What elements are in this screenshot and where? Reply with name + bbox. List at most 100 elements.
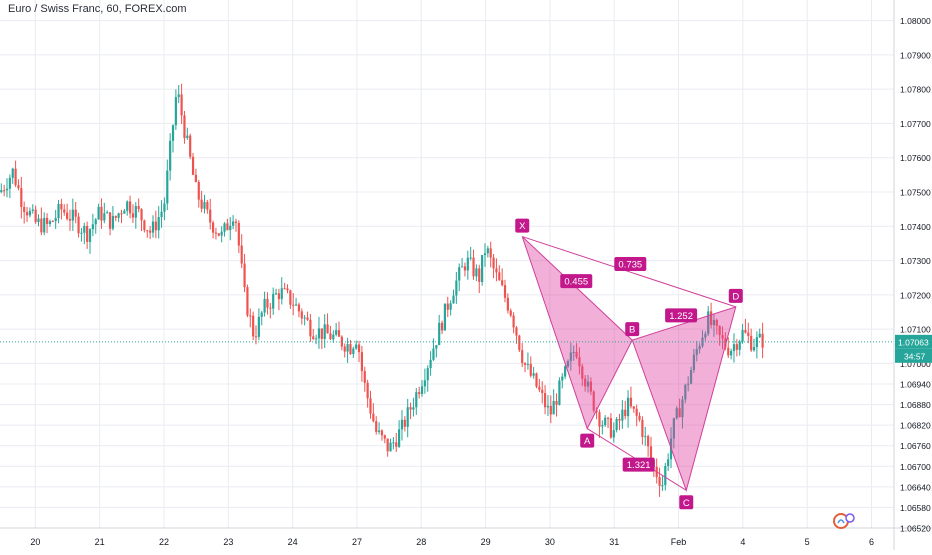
candle-body [598, 412, 601, 427]
candle-body [103, 213, 106, 221]
candle-body [297, 304, 301, 312]
ratio-value: 0.735 [618, 260, 642, 271]
candle-body [8, 177, 11, 189]
candle-body [689, 370, 693, 384]
current-price-value: 1.07063 [898, 337, 929, 347]
candle-body [615, 418, 618, 431]
y-tick-label: 1.07900 [900, 50, 931, 60]
candle-body [246, 287, 249, 316]
candle-body [589, 381, 592, 392]
candle-body [638, 415, 641, 420]
candle-body [88, 229, 92, 242]
x-tick-label: 6 [869, 537, 874, 547]
candle-body [200, 199, 203, 209]
candle-body [609, 418, 613, 438]
candle-body [644, 436, 647, 438]
candle-body [377, 430, 381, 432]
candle-body [131, 213, 135, 218]
candle-body [243, 263, 246, 288]
candle-body [695, 349, 698, 355]
candle-body [352, 348, 355, 354]
candle-body [398, 429, 401, 447]
candle-body [28, 210, 32, 216]
candle-body [274, 293, 278, 295]
candle-body [43, 217, 46, 233]
candle-body [440, 322, 444, 331]
candle-body [492, 257, 495, 269]
candle-body [586, 381, 590, 387]
candle-body [355, 344, 358, 349]
candle-body [203, 202, 206, 209]
y-tick-label: 1.06640 [900, 482, 931, 492]
candle-body [555, 400, 558, 405]
y-tick-label: 1.07300 [900, 256, 931, 266]
candle-body [63, 209, 66, 213]
ratio-label: 1.321 [622, 457, 655, 472]
y-tick-label: 1.07700 [900, 119, 931, 129]
candle-body [438, 322, 441, 346]
candle-body [426, 368, 429, 381]
candle-body [166, 170, 169, 204]
y-tick-label: 1.07400 [900, 222, 931, 232]
candle-body [323, 324, 326, 339]
candle-body [518, 335, 521, 351]
x-tick-label: 31 [609, 537, 619, 547]
xab-triangle [521, 236, 633, 430]
candle-body [569, 352, 572, 362]
candle-body [606, 417, 610, 419]
candle-body [23, 206, 26, 213]
candle-body [418, 392, 421, 394]
candle-body [100, 206, 103, 221]
candle-body [257, 316, 260, 337]
candle-body [117, 213, 120, 218]
candle-body [83, 225, 86, 233]
candle-body [169, 140, 172, 171]
x-tick-label: 23 [223, 537, 233, 547]
candle-body [74, 209, 77, 217]
candle-body [375, 421, 378, 432]
candle-body [581, 366, 584, 379]
candle-body [386, 438, 389, 452]
ratio-value: 1.321 [627, 460, 651, 471]
candle-body [449, 303, 452, 310]
candle-body [415, 392, 418, 408]
y-tick-label: 1.06820 [900, 421, 931, 431]
pattern-point-d: D [728, 288, 743, 303]
candle-body [232, 221, 235, 226]
candle-body [292, 304, 295, 306]
candle-body [366, 382, 369, 399]
candle-body [435, 345, 438, 349]
candle-body [532, 373, 535, 376]
countdown-value: 34:57 [904, 351, 926, 361]
candle-body [303, 317, 306, 319]
candle-body [595, 410, 598, 413]
candle-body [160, 211, 163, 218]
candle-body [392, 442, 395, 444]
candle-body [707, 311, 710, 334]
x-tick-label: 4 [740, 537, 745, 547]
candle-body [289, 290, 292, 305]
candle-body [667, 459, 670, 467]
candle-body [618, 418, 621, 421]
candle-body [712, 319, 716, 326]
candle-body [280, 288, 283, 300]
candle-body [266, 298, 269, 308]
candle-body [549, 405, 552, 415]
candle-body [211, 222, 215, 233]
candle-body [612, 430, 615, 438]
candle-body [566, 361, 570, 367]
candle-body [458, 267, 461, 281]
pattern-point-a: A [580, 433, 595, 448]
candle-body [498, 272, 501, 281]
x-tick-label: 21 [95, 537, 105, 547]
candle-body [741, 330, 744, 342]
candle-body [475, 268, 478, 277]
candle-body [3, 190, 6, 192]
candle-body [429, 359, 432, 369]
candle-body [151, 221, 155, 233]
candle-body [157, 217, 160, 231]
candle-body [406, 407, 409, 427]
candle-body [194, 174, 198, 182]
candle-body [346, 344, 349, 352]
x-tick-label: 5 [805, 537, 810, 547]
